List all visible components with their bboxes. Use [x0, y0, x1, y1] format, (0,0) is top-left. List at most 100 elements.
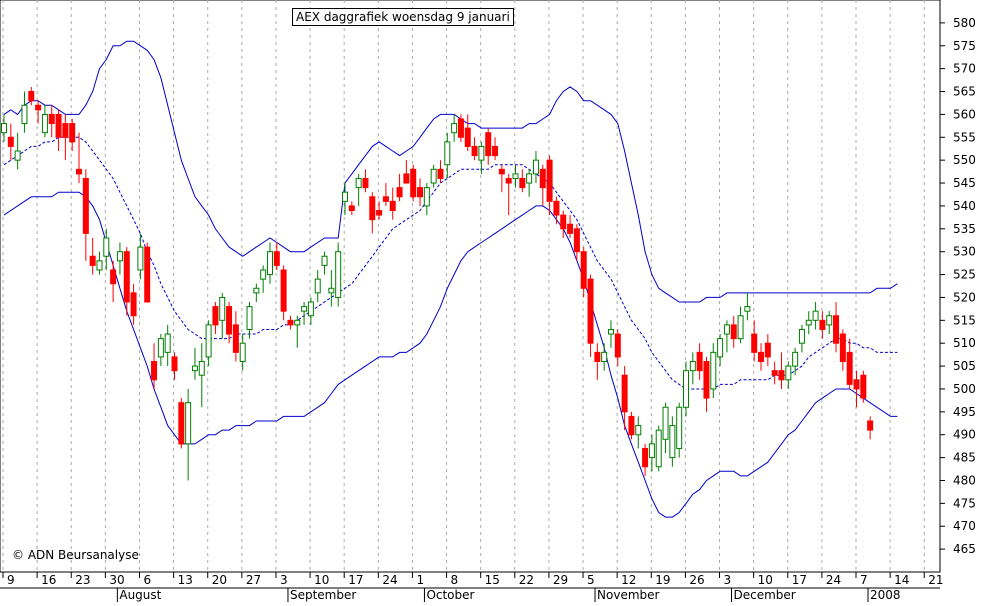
candle-body [492, 145, 499, 157]
candle [369, 192, 376, 234]
chart-title: AEX daggrafiek woensdag 9 januari [292, 8, 514, 26]
candle-body [273, 251, 280, 266]
candle [601, 343, 608, 371]
candle [580, 247, 587, 298]
candle [1, 114, 7, 142]
candle-body [280, 269, 287, 312]
candle [205, 320, 212, 367]
candle-body [444, 141, 451, 166]
candle [164, 324, 171, 367]
candle [860, 370, 867, 403]
y-tick-label: 500 [953, 382, 976, 396]
candle [321, 251, 328, 275]
x-tick-label: 12 [621, 573, 636, 587]
y-tick-label: 530 [953, 245, 976, 259]
candle [219, 292, 226, 339]
candle [526, 169, 533, 197]
candle-body [103, 237, 110, 257]
candle [185, 388, 192, 481]
candle-body [219, 296, 226, 321]
candle [839, 329, 846, 371]
candle [110, 260, 117, 303]
candle-body [710, 351, 717, 390]
candle [35, 100, 42, 124]
candle-body [69, 123, 76, 143]
candle-body [614, 333, 621, 358]
candle-body [805, 319, 812, 326]
candle-body [89, 255, 96, 266]
candle [41, 105, 48, 138]
candle [294, 315, 301, 348]
candle [751, 320, 758, 362]
x-tick-label: 1 [416, 573, 424, 587]
candle [198, 343, 205, 408]
candle [171, 352, 178, 380]
candle [287, 315, 294, 330]
x-tick-label: 27 [246, 573, 261, 587]
gridlines [2, 0, 925, 572]
candle-body [471, 145, 478, 157]
candle-body [376, 209, 383, 216]
candle [342, 183, 348, 216]
candle-body [14, 150, 21, 161]
candle-body [423, 187, 430, 207]
y-tick-label: 580 [953, 16, 976, 30]
candle [69, 118, 76, 152]
candle-body [301, 306, 308, 312]
y-tick-label: 495 [953, 405, 976, 419]
month-label: 2008 [870, 588, 901, 602]
candle-body [798, 328, 805, 344]
candle [76, 132, 83, 184]
candle [382, 183, 389, 206]
x-tick-label: 23 [75, 573, 90, 587]
candle [21, 91, 28, 133]
candle [96, 251, 103, 275]
candle [178, 398, 185, 449]
candle-body [635, 425, 642, 436]
candle-body [369, 196, 376, 221]
candle [573, 224, 580, 261]
candle [348, 201, 355, 216]
x-tick-label: 14 [894, 573, 909, 587]
candle-body [191, 365, 198, 372]
candle-body [314, 278, 321, 294]
candle-body [185, 402, 192, 445]
x-tick-label: 20 [212, 573, 227, 587]
y-tick-label: 555 [953, 130, 976, 144]
x-tick-label: 29 [553, 573, 568, 587]
y-tick-label: 565 [953, 85, 976, 99]
candle-body [205, 324, 212, 358]
candle [55, 109, 62, 152]
candle [464, 114, 471, 152]
candle-body [662, 406, 669, 440]
candle-body [137, 246, 144, 271]
candle-body [642, 447, 649, 468]
candle [123, 247, 130, 316]
candle-body [498, 168, 505, 175]
candle-body [260, 269, 267, 280]
candle-body [355, 177, 362, 189]
candle-body [826, 315, 833, 326]
y-tick-label: 475 [953, 496, 976, 510]
candle [376, 201, 383, 220]
candle-body [287, 319, 294, 326]
candle [355, 173, 362, 206]
candle-body [519, 177, 526, 189]
candle [819, 311, 826, 339]
x-tick-label: 3 [724, 573, 732, 587]
candle [655, 425, 662, 472]
candle [737, 306, 744, 344]
candle-body [676, 406, 683, 449]
candle-body [860, 374, 867, 399]
candle-body [532, 159, 539, 175]
candle [758, 343, 765, 371]
candle-body [1, 123, 7, 134]
candle [151, 343, 158, 389]
candle [498, 164, 505, 193]
candle-body [382, 196, 389, 202]
candle-body [362, 177, 369, 189]
y-tick-label: 465 [953, 542, 976, 556]
candle [635, 416, 642, 449]
candle-body [96, 260, 103, 271]
candle [560, 210, 567, 238]
